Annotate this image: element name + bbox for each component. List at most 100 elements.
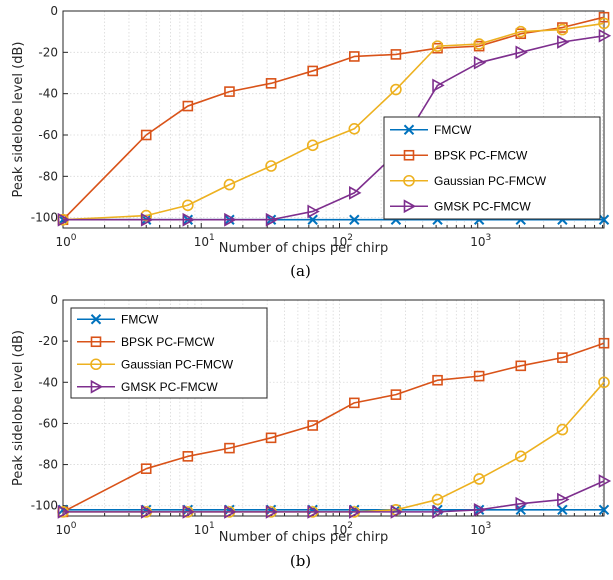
data-point bbox=[140, 212, 154, 227]
chart-caption: (a) bbox=[290, 262, 311, 280]
data-point bbox=[598, 504, 610, 516]
data-point bbox=[140, 505, 154, 519]
y-tick-label: -60 bbox=[38, 128, 58, 142]
data-point bbox=[390, 49, 402, 60]
legend-swatch-marker bbox=[403, 149, 415, 161]
data-point bbox=[432, 374, 443, 386]
series-gaussian-pc-fmcw bbox=[57, 17, 610, 226]
data-point bbox=[224, 212, 237, 227]
x-tick-label: 102 bbox=[332, 233, 353, 249]
series-line bbox=[63, 480, 605, 513]
data-point bbox=[306, 139, 319, 152]
legend-box bbox=[383, 116, 601, 220]
data-point bbox=[390, 505, 404, 519]
y-tick-label: -80 bbox=[38, 169, 58, 183]
data-point bbox=[182, 100, 194, 112]
legend-box bbox=[70, 307, 268, 399]
data-point bbox=[557, 504, 568, 516]
y-tick-label: -60 bbox=[38, 416, 58, 430]
data-point bbox=[598, 28, 612, 43]
series-line bbox=[63, 35, 605, 221]
data-point bbox=[598, 474, 612, 488]
data-point bbox=[307, 420, 318, 431]
data-point bbox=[307, 65, 318, 77]
data-point bbox=[390, 389, 402, 400]
data-point bbox=[349, 186, 362, 200]
data-point bbox=[140, 129, 152, 141]
legend-entry: Gaussian PC-FMCW bbox=[434, 174, 547, 188]
x-axis-label: Number of chips per chirp bbox=[219, 530, 389, 545]
y-axis-label: Peak sidelobe level (dB) bbox=[11, 330, 26, 486]
series-line bbox=[62, 342, 605, 513]
data-point bbox=[307, 505, 320, 519]
data-point bbox=[265, 432, 277, 444]
x-tick-label: 101 bbox=[194, 521, 215, 537]
data-point bbox=[431, 493, 444, 506]
data-point bbox=[265, 212, 279, 227]
legend-entry: GMSK PC-FMCW bbox=[121, 380, 218, 394]
y-tick-label: -40 bbox=[38, 87, 58, 101]
x-tick-label: 100 bbox=[55, 233, 76, 249]
series-bpsk-pc-fmcw bbox=[57, 11, 610, 226]
chart-panel-1: 0 -20 -40 -60 -80 -100 100 101 102 103 Number of c… bbox=[11, 4, 612, 280]
data-point bbox=[140, 463, 152, 474]
y-axis-label: Peak sidelobe level (dB) bbox=[11, 42, 26, 198]
data-point bbox=[514, 25, 527, 38]
y-tick-label: -100 bbox=[31, 499, 58, 513]
chart-caption: (b) bbox=[290, 552, 311, 570]
legend-swatch-marker bbox=[90, 358, 102, 371]
data-point bbox=[390, 83, 402, 96]
x-tick-label: 100 bbox=[55, 521, 76, 537]
x-tick-label: 101 bbox=[194, 233, 215, 249]
data-point bbox=[349, 397, 360, 409]
data-point bbox=[224, 86, 235, 97]
data-point bbox=[557, 35, 570, 49]
data-point bbox=[515, 496, 528, 511]
data-point bbox=[265, 505, 279, 519]
data-point bbox=[515, 360, 527, 372]
legend-swatch-marker bbox=[403, 124, 415, 135]
legend-entry: BPSK PC-FMCW bbox=[121, 335, 215, 349]
data-point bbox=[349, 51, 360, 62]
data-point bbox=[556, 23, 569, 36]
data-point bbox=[598, 337, 610, 349]
data-point bbox=[514, 450, 527, 463]
legend-entry: BPSK PC-FMCW bbox=[434, 148, 528, 162]
y-tick-label: -100 bbox=[31, 211, 58, 225]
x-tick-label: 103 bbox=[470, 521, 491, 537]
data-point bbox=[431, 40, 444, 52]
legend-entry: GMSK PC-FMCW bbox=[434, 199, 531, 213]
data-point bbox=[224, 442, 235, 454]
data-point bbox=[182, 505, 196, 519]
data-point bbox=[598, 17, 610, 30]
data-point bbox=[224, 505, 237, 519]
x-tick-label: 102 bbox=[332, 521, 353, 537]
series-bpsk-pc-fmcw bbox=[57, 337, 610, 518]
data-point bbox=[432, 505, 445, 519]
x-axis-label: Number of chips per chirp bbox=[219, 241, 389, 256]
legend-swatch-marker bbox=[90, 379, 104, 394]
data-point bbox=[223, 178, 236, 191]
data-point bbox=[473, 370, 485, 382]
legend-swatch-marker bbox=[403, 174, 415, 187]
x-tick-label: 103 bbox=[470, 233, 491, 249]
data-point bbox=[598, 376, 610, 389]
y-tick-label: -40 bbox=[38, 375, 58, 389]
data-point bbox=[598, 11, 610, 23]
legend-entry: FMCW bbox=[434, 123, 472, 137]
legend-entry: FMCW bbox=[121, 312, 159, 326]
data-point bbox=[432, 78, 445, 93]
legend: FMCW BPSK PC-FMCW Gaussian PC-FMCW GMSK PC-… bbox=[70, 307, 268, 399]
data-point bbox=[349, 214, 360, 225]
y-tick-label: -80 bbox=[38, 458, 58, 472]
y-tick-label: 0 bbox=[50, 293, 58, 307]
data-point bbox=[557, 492, 570, 507]
y-tick-label: -20 bbox=[38, 45, 58, 59]
legend: FMCW BPSK PC-FMCW Gaussian PC-FMCW GMSK PC-… bbox=[383, 116, 601, 220]
data-point bbox=[182, 199, 194, 212]
data-point bbox=[265, 78, 277, 89]
legend-swatch-marker bbox=[90, 336, 102, 348]
data-point bbox=[473, 502, 487, 517]
data-point bbox=[57, 505, 71, 519]
data-point bbox=[515, 504, 526, 516]
